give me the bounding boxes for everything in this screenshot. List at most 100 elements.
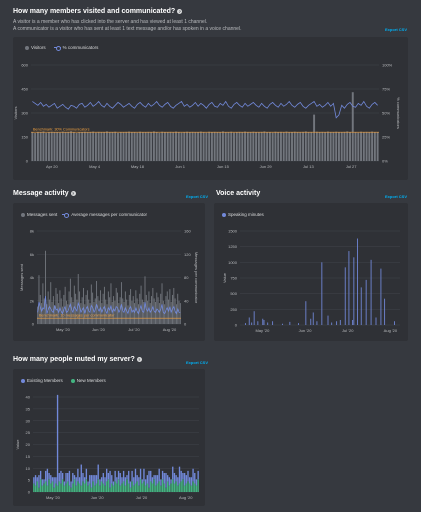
bar xyxy=(191,131,194,161)
bar xyxy=(73,285,75,324)
legend-item-speaking-minutes[interactable]: Speaking minutes xyxy=(222,212,264,217)
y-tick-label: 600 xyxy=(21,63,28,68)
bar xyxy=(150,132,153,161)
bar xyxy=(177,132,180,161)
bar xyxy=(255,132,258,161)
bar xyxy=(78,132,81,161)
bar xyxy=(329,132,332,161)
bar xyxy=(365,131,368,161)
x-tick-label: Jul 27 xyxy=(346,164,357,169)
bar xyxy=(133,132,136,161)
bar-existing-members xyxy=(104,477,106,486)
bar xyxy=(326,131,329,161)
bar xyxy=(169,131,172,161)
y-right-tick-label: 25% xyxy=(382,135,390,140)
bar-new-members xyxy=(146,483,149,492)
benchmark-label: Benchmark: 30% Communicators xyxy=(33,128,90,132)
bar xyxy=(141,299,143,324)
bar xyxy=(296,132,299,161)
bar-existing-members xyxy=(138,477,140,486)
bar xyxy=(282,323,283,325)
bar-existing-members xyxy=(80,464,82,486)
x-tick-label: Aug '20 xyxy=(179,495,193,500)
bar xyxy=(163,132,166,161)
bar xyxy=(72,132,75,161)
bar xyxy=(346,131,349,161)
info-icon[interactable]: ? xyxy=(136,357,142,362)
voice-legend: Speaking minutes xyxy=(222,212,264,217)
legend-item-avg-messages[interactable]: Average messages per communicator xyxy=(62,212,147,218)
legend-item-visitors[interactable]: Visitors xyxy=(25,45,46,50)
y-tick-label: 300 xyxy=(21,111,28,116)
bar xyxy=(64,286,66,324)
bar xyxy=(97,296,99,324)
bar-existing-members xyxy=(75,477,77,486)
bar xyxy=(260,131,263,161)
bar-new-members xyxy=(60,483,62,492)
y-tick-label: 0 xyxy=(32,322,35,327)
muted-chart: 0 5 10 15 20 25 30 35 40 Value May '20 Jun '20 Jul '… xyxy=(15,395,199,500)
bar-new-members xyxy=(144,485,147,492)
bar xyxy=(134,303,135,324)
voice-export-csv-link[interactable]: Export CSV xyxy=(384,194,407,199)
bar-new-members xyxy=(34,485,37,492)
bar-existing-members xyxy=(53,477,55,488)
bar-new-members xyxy=(119,485,121,492)
bar xyxy=(110,283,112,324)
members-section-title: How many members visited and communicate… xyxy=(13,8,183,15)
bar-new-members xyxy=(177,485,179,492)
existing-swatch-icon xyxy=(21,378,25,383)
muted-export-csv-link[interactable]: Export CSV xyxy=(186,360,209,365)
bar-existing-members xyxy=(70,481,72,488)
members-export-csv-link[interactable]: Export CSV xyxy=(384,27,407,32)
bar-new-members xyxy=(90,487,93,492)
bar xyxy=(120,282,122,324)
bar xyxy=(327,315,329,325)
bar xyxy=(31,132,34,161)
y-tick-label: 15 xyxy=(26,454,31,459)
bar-existing-members xyxy=(85,468,88,480)
bar xyxy=(105,131,108,161)
bar-existing-members xyxy=(143,468,145,482)
bar-new-members xyxy=(139,479,142,492)
speaking-swatch-icon xyxy=(222,212,226,217)
legend-item-messages-sent[interactable]: Messages sent xyxy=(21,212,57,217)
bar-new-members xyxy=(43,483,45,492)
line-series xyxy=(32,100,378,119)
bar xyxy=(245,323,246,325)
bar xyxy=(221,131,224,161)
bar-existing-members xyxy=(51,477,54,482)
bar-new-members xyxy=(148,487,150,492)
legend-item-communicators[interactable]: % communicators xyxy=(53,45,98,51)
bar xyxy=(249,132,252,161)
bar xyxy=(89,303,91,324)
bar xyxy=(51,301,53,324)
bar-new-members xyxy=(131,481,133,492)
bar xyxy=(298,323,299,325)
bar-new-members xyxy=(50,483,52,492)
bar xyxy=(113,296,115,324)
members-chart-panel: Visitors % communicators 0 150 300 450 600 Vi… xyxy=(13,37,408,180)
bar-existing-members xyxy=(136,475,138,482)
x-tick-label: Jul '20 xyxy=(136,495,148,500)
bar xyxy=(45,132,48,161)
bar xyxy=(115,287,117,324)
bar xyxy=(114,300,116,324)
bar-existing-members xyxy=(89,475,91,484)
x-tick-label: Jun 15 xyxy=(217,164,230,169)
y-tick-label: 0 xyxy=(235,323,238,328)
bar xyxy=(155,132,158,161)
message-export-csv-link[interactable]: Export CSV xyxy=(186,194,209,199)
bar-existing-members xyxy=(161,470,164,480)
legend-item-new-members[interactable]: New Members xyxy=(70,378,106,383)
info-icon[interactable]: ? xyxy=(70,191,76,196)
legend-item-existing-members[interactable]: Existing Members xyxy=(21,378,63,383)
info-icon[interactable]: ? xyxy=(177,9,183,14)
bar-existing-members xyxy=(197,470,199,480)
bar xyxy=(158,132,161,161)
bar-new-members xyxy=(116,483,118,492)
bar-new-members xyxy=(182,479,184,492)
bar xyxy=(307,132,310,161)
bar-new-members xyxy=(82,481,84,492)
bar xyxy=(139,131,142,161)
